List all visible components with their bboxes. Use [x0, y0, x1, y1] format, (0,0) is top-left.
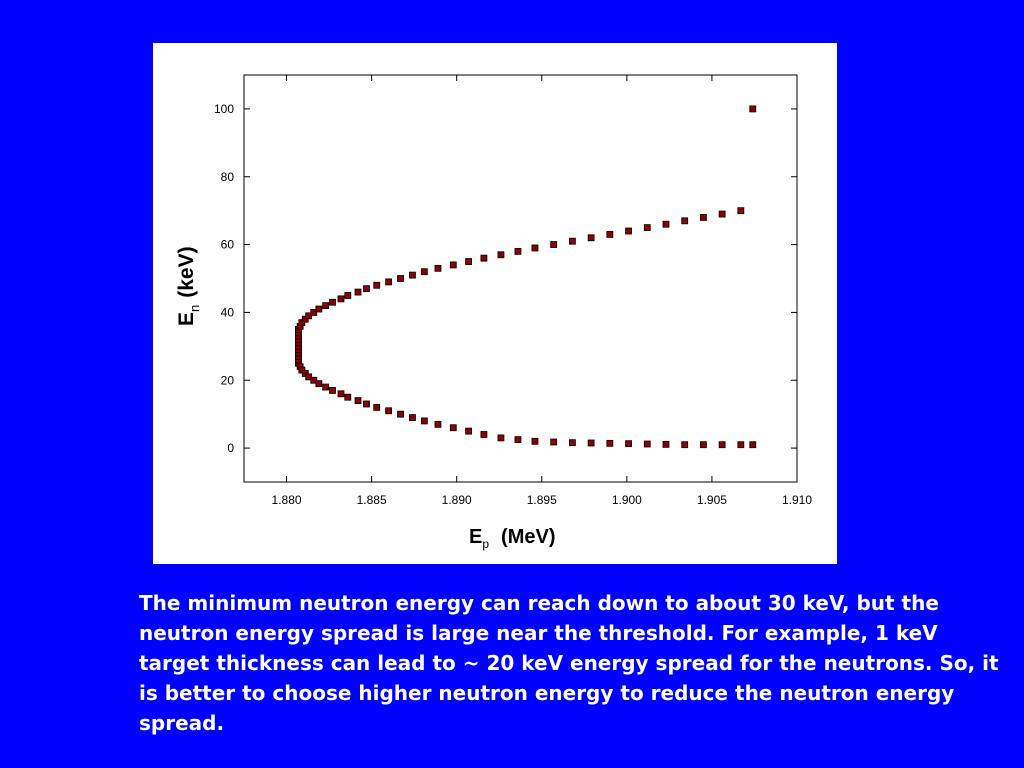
- data-point: [465, 258, 473, 265]
- x-axis-label: Ep (MeV): [469, 526, 555, 551]
- data-point: [409, 271, 416, 279]
- scatter-chart: 1.880 1.885 1.890 1.895 1.900 1.905 1.910 0 20 4…: [175, 74, 812, 551]
- data-point: [514, 436, 522, 444]
- data-point: [337, 295, 345, 303]
- data-point: [568, 439, 576, 447]
- data-point: [737, 441, 745, 449]
- data-point: [363, 400, 370, 408]
- data-point: [315, 305, 323, 313]
- y-tick-label: 60: [221, 238, 235, 252]
- data-point: [344, 393, 352, 401]
- data-point: [344, 292, 352, 299]
- x-axis-unit: (MeV): [501, 526, 555, 548]
- data-point: [397, 410, 404, 418]
- data-point: [363, 285, 370, 293]
- data-point: [497, 434, 505, 442]
- y-tick-label: 0: [227, 441, 234, 455]
- data-point: [587, 234, 595, 242]
- data-point: [449, 261, 457, 269]
- data-point: [625, 440, 632, 448]
- data-point: [434, 420, 442, 428]
- data-point: [587, 439, 595, 447]
- data-point: [531, 244, 539, 252]
- data-point: [643, 440, 651, 448]
- data-point: [568, 237, 576, 245]
- data-point: [329, 387, 336, 394]
- data-point: [449, 424, 457, 432]
- y-axis-subscript: n: [187, 305, 202, 312]
- data-point: [662, 220, 670, 228]
- data-point: [625, 227, 632, 235]
- data-point: [322, 383, 330, 391]
- data-point: [700, 441, 707, 449]
- x-tick-label: 1.890: [442, 493, 472, 507]
- x-tick-label: 1.895: [527, 493, 557, 507]
- data-point: [718, 441, 726, 449]
- data-point: [749, 441, 757, 449]
- x-axis-ticks: 1.880 1.885 1.890 1.895 1.900 1.905 1.910: [272, 75, 812, 507]
- data-point: [373, 281, 381, 289]
- chart-panel: 1.880 1.885 1.890 1.895 1.900 1.905 1.910 0 20 4…: [153, 43, 837, 564]
- data-point: [322, 302, 330, 310]
- data-point: [315, 380, 323, 388]
- x-tick-label: 1.880: [272, 493, 302, 507]
- data-point: [531, 437, 539, 445]
- x-tick-label: 1.900: [612, 493, 642, 507]
- data-point: [354, 288, 362, 296]
- y-axis-label: En (keV): [175, 246, 202, 326]
- data-point: [329, 298, 336, 306]
- data-point: [497, 251, 505, 259]
- x-tick-label: 1.885: [357, 493, 387, 507]
- data-point: [550, 438, 558, 446]
- data-point: [681, 217, 689, 225]
- y-tick-label: 40: [221, 305, 235, 319]
- x-axis-symbol: E: [469, 526, 482, 548]
- x-tick-label: 1.905: [697, 493, 727, 507]
- data-point: [737, 207, 745, 215]
- data-point: [337, 390, 345, 398]
- y-axis-ticks: 0 20 40 60 80 100: [214, 102, 797, 455]
- y-axis-unit: (keV): [175, 246, 198, 297]
- plot-frame: [243, 74, 798, 483]
- data-point: [434, 264, 442, 272]
- data-point: [385, 278, 393, 286]
- x-tick-label: 1.910: [782, 493, 812, 507]
- data-point: [514, 247, 522, 255]
- data-point: [397, 275, 404, 282]
- data-point: [606, 231, 614, 238]
- data-markers: [295, 105, 757, 449]
- y-tick-label: 20: [221, 373, 235, 387]
- data-point: [662, 440, 670, 448]
- y-tick-label: 80: [221, 170, 235, 184]
- data-point: [550, 241, 558, 248]
- data-point: [420, 417, 428, 425]
- data-point: [606, 439, 614, 447]
- data-point: [749, 105, 757, 113]
- data-point: [409, 414, 416, 421]
- y-tick-label: 100: [214, 102, 234, 116]
- data-point: [385, 407, 393, 415]
- x-axis-subscript: p: [482, 537, 489, 551]
- data-point: [700, 214, 707, 221]
- data-point: [643, 224, 651, 232]
- data-point: [480, 431, 488, 438]
- caption-text: The minimum neutron energy can reach dow…: [139, 591, 999, 735]
- data-point: [718, 210, 726, 218]
- data-point: [373, 403, 381, 411]
- data-point: [465, 427, 473, 435]
- data-point: [354, 397, 362, 405]
- y-axis-symbol: E: [175, 312, 198, 326]
- data-point: [681, 441, 689, 449]
- data-point: [420, 268, 428, 276]
- data-point: [480, 254, 488, 262]
